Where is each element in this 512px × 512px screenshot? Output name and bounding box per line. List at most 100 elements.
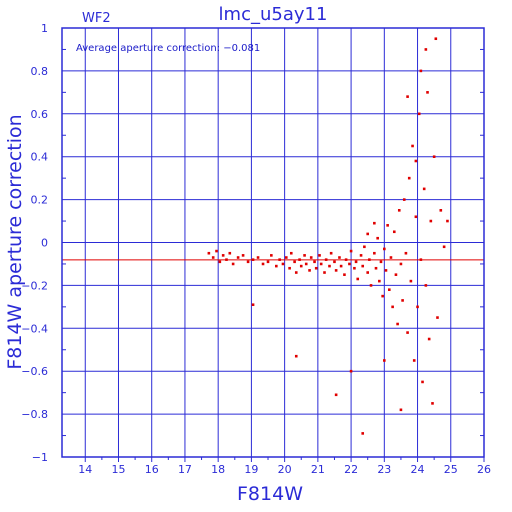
data-point xyxy=(366,232,370,236)
data-point xyxy=(324,258,328,261)
data-point xyxy=(409,279,413,283)
data-point xyxy=(383,247,386,251)
data-point xyxy=(361,264,365,268)
x-tick-label: 16 xyxy=(145,463,159,476)
data-point xyxy=(294,271,298,274)
data-point xyxy=(288,266,291,270)
data-point xyxy=(429,219,433,223)
data-point xyxy=(218,260,222,264)
data-point xyxy=(436,316,439,319)
y-axis-title: F814W aperture correction xyxy=(4,114,26,369)
y-tick-label: 0.4 xyxy=(31,151,49,164)
data-point xyxy=(426,91,429,94)
data-point xyxy=(419,258,423,261)
data-point xyxy=(313,260,316,264)
data-point xyxy=(421,380,424,384)
data-point xyxy=(246,260,250,264)
data-point xyxy=(278,258,281,261)
data-point xyxy=(354,260,358,264)
data-point xyxy=(207,251,211,255)
average-annotation: Average aperture correction: −0.081 xyxy=(76,43,260,54)
data-point xyxy=(304,262,308,266)
data-point xyxy=(309,256,313,259)
data-point xyxy=(236,256,240,259)
data-point xyxy=(432,155,436,158)
data-point xyxy=(373,251,376,255)
data-point xyxy=(353,266,356,270)
x-tick-label: 14 xyxy=(78,463,92,476)
data-point xyxy=(387,288,391,291)
data-point xyxy=(284,256,288,259)
data-point xyxy=(334,269,338,272)
data-point xyxy=(303,254,306,257)
y-tick-label: −0.2 xyxy=(21,279,48,292)
x-tick-label: 20 xyxy=(278,463,292,476)
x-tick-label: 24 xyxy=(411,463,425,476)
y-tick-labels: −1 −0.8 −0.6 −0.4 −0.2 0 0.2 0.4 0.6 0.8 1 xyxy=(21,22,48,464)
data-point xyxy=(392,230,396,234)
data-point xyxy=(374,266,378,270)
chart-title: lmc_u5ay11 xyxy=(219,4,328,25)
data-point xyxy=(314,266,318,270)
data-point xyxy=(294,354,298,358)
data-point xyxy=(231,262,235,266)
y-tick-label: −0.6 xyxy=(21,365,48,378)
plot-frame xyxy=(61,27,485,458)
data-point xyxy=(434,37,438,41)
data-point xyxy=(417,112,421,116)
data-point xyxy=(339,264,343,268)
data-point xyxy=(376,236,379,240)
data-point xyxy=(225,258,228,261)
y-tick-label: 1 xyxy=(41,22,48,35)
x-tick-label: 26 xyxy=(477,463,491,476)
y-tick-label: −1 xyxy=(32,451,48,464)
data-point xyxy=(442,245,446,249)
data-point xyxy=(391,305,394,309)
data-point xyxy=(389,256,393,259)
data-point xyxy=(383,359,386,362)
data-point xyxy=(241,254,245,257)
data-point xyxy=(386,224,389,227)
data-point xyxy=(412,359,416,362)
data-points xyxy=(207,37,449,435)
data-point xyxy=(293,260,296,264)
data-point xyxy=(318,254,321,257)
y-tick-label: 0.8 xyxy=(31,65,49,78)
data-point xyxy=(399,262,403,266)
y-tick-label: 0.2 xyxy=(31,194,49,207)
data-point xyxy=(427,337,431,341)
x-axis-title: F814W xyxy=(237,483,303,505)
data-point xyxy=(349,249,353,253)
data-point xyxy=(328,264,331,268)
data-point xyxy=(424,48,428,51)
data-point xyxy=(404,251,408,255)
data-point xyxy=(422,187,426,191)
data-point xyxy=(378,279,381,283)
data-point xyxy=(361,432,365,435)
data-point xyxy=(251,258,255,261)
panel-label: WF2 xyxy=(82,11,111,26)
x-tick-label: 18 xyxy=(211,463,225,476)
y-tick-label: −0.8 xyxy=(21,408,48,421)
x-tick-label: 23 xyxy=(377,463,391,476)
data-point xyxy=(416,305,419,309)
data-point xyxy=(359,254,363,257)
data-point xyxy=(308,269,311,272)
data-point xyxy=(251,303,255,307)
x-tick-label: 21 xyxy=(311,463,325,476)
data-point xyxy=(334,393,338,397)
data-point xyxy=(369,284,373,287)
data-point xyxy=(289,251,293,255)
data-point xyxy=(363,245,366,249)
data-point xyxy=(319,262,323,266)
data-point xyxy=(407,176,411,180)
data-point xyxy=(414,215,418,219)
x-tick-label: 15 xyxy=(111,463,125,476)
x-tick-label: 19 xyxy=(244,463,258,476)
data-point xyxy=(228,251,232,255)
data-point xyxy=(261,262,265,266)
data-point xyxy=(299,264,303,268)
y-tick-label: 0.6 xyxy=(31,108,49,121)
data-point xyxy=(424,284,428,287)
